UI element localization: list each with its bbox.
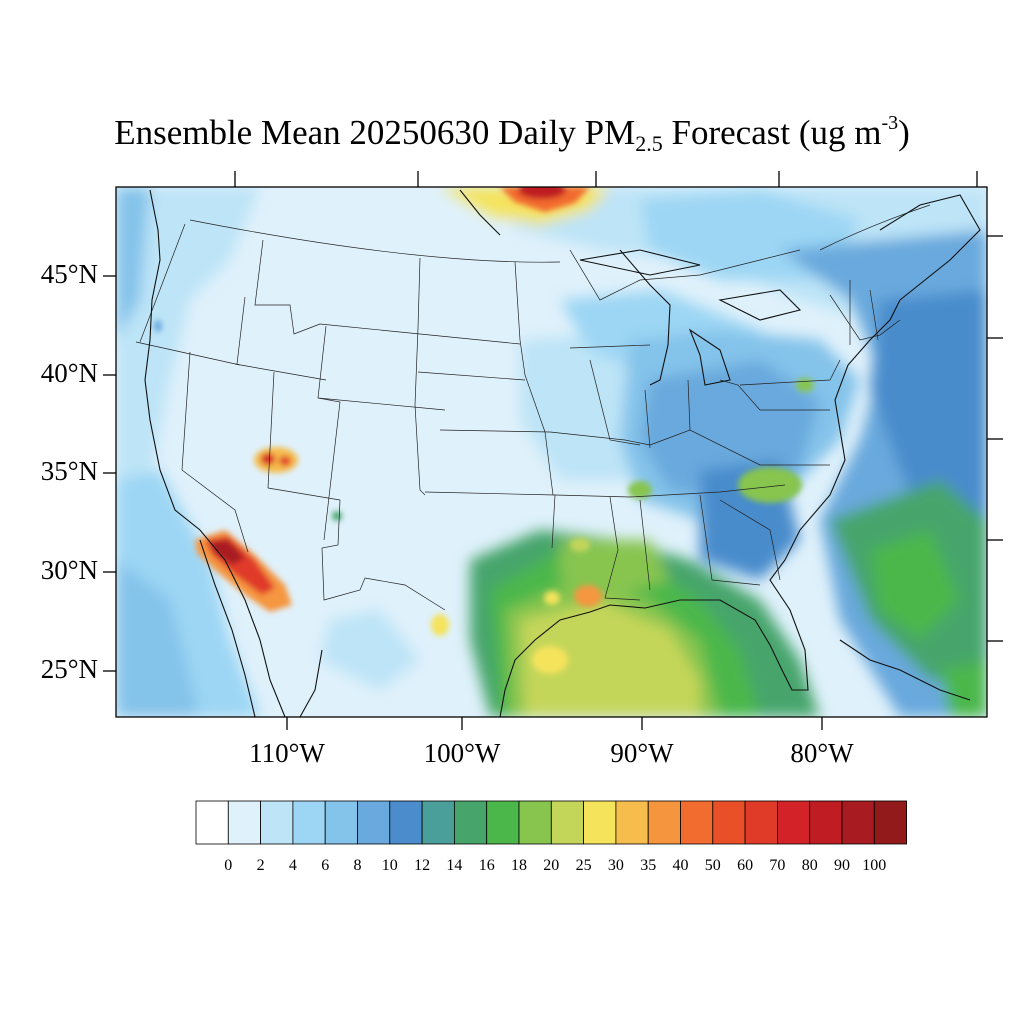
- colorbar-swatch: [453, 800, 488, 845]
- colorbar-label: 18: [511, 857, 527, 874]
- colorbar-swatch: [518, 800, 552, 845]
- colorbar-swatch: [647, 800, 681, 845]
- colorbar-swatch: [195, 800, 229, 845]
- colorbar-swatch: [260, 800, 294, 845]
- lat-label-25n: 25°N: [40, 654, 98, 684]
- lat-label-40n: 40°N: [40, 358, 98, 388]
- lat-label-45n: 45°N: [40, 259, 98, 289]
- colorbar-label: 50: [704, 857, 721, 874]
- colorbar-swatch: [324, 800, 358, 845]
- colorbar-label: 2: [256, 857, 265, 874]
- colorbar-label: 8: [353, 857, 362, 874]
- colorbar-swatch: [680, 800, 714, 845]
- colorbar-label: 60: [737, 857, 754, 874]
- lat-label-30n: 30°N: [40, 555, 98, 585]
- colorbar-label: 100: [862, 857, 887, 874]
- colorbar-label: 70: [769, 857, 786, 874]
- colorbar-label: 80: [801, 857, 818, 874]
- state-borders: [135, 204, 931, 611]
- colorbar-label: 30: [607, 857, 624, 874]
- colorbar-swatch: [809, 800, 843, 845]
- colorbar-label: 10: [381, 857, 398, 874]
- colorbar-label: 12: [414, 857, 431, 874]
- colorbar-label: 16: [478, 857, 495, 874]
- map-title: Ensemble Mean 20250630 Daily PM2.5 Forec…: [114, 112, 910, 156]
- map-frame: [115, 186, 988, 718]
- colorbar-label: 6: [321, 857, 330, 874]
- colorbar-label: 0: [224, 857, 233, 874]
- colorbar-label: 4: [288, 857, 297, 874]
- colorbar-label: 40: [672, 857, 689, 874]
- colorbar-swatch: [841, 800, 875, 845]
- colorbar-swatch: [583, 800, 617, 845]
- colorbar-swatch: [777, 800, 811, 845]
- lon-label-90w: 90°W: [610, 738, 674, 768]
- colorbar-swatch: [227, 800, 262, 845]
- colorbar-swatch: [712, 800, 746, 845]
- colorbar-swatch: [486, 800, 520, 845]
- colorbar-swatch: [357, 800, 391, 845]
- colorbar-label: 35: [640, 857, 657, 874]
- colorbar-label: 90: [834, 857, 850, 874]
- colorbar-swatch: [292, 800, 326, 845]
- colorbar-swatch: [389, 800, 423, 845]
- pm25-field: [116, 187, 987, 717]
- lon-label-110w: 110°W: [249, 738, 325, 768]
- colorbar-swatch: [615, 800, 649, 845]
- lat-label-35n: 35°N: [40, 456, 98, 486]
- colorbar-swatch: [550, 800, 584, 845]
- colorbar-swatch: [744, 800, 778, 845]
- colorbar: [195, 800, 907, 845]
- lon-label-100w: 100°W: [423, 738, 501, 768]
- coastlines: [144, 189, 981, 717]
- axis-ticks: [103, 171, 1003, 730]
- colorbar-label: 25: [575, 857, 592, 874]
- colorbar-swatch: [873, 800, 907, 845]
- lon-label-80w: 80°W: [790, 738, 854, 768]
- colorbar-label: 20: [543, 857, 560, 874]
- colorbar-swatch: [421, 800, 455, 845]
- colorbar-label: 14: [446, 857, 463, 874]
